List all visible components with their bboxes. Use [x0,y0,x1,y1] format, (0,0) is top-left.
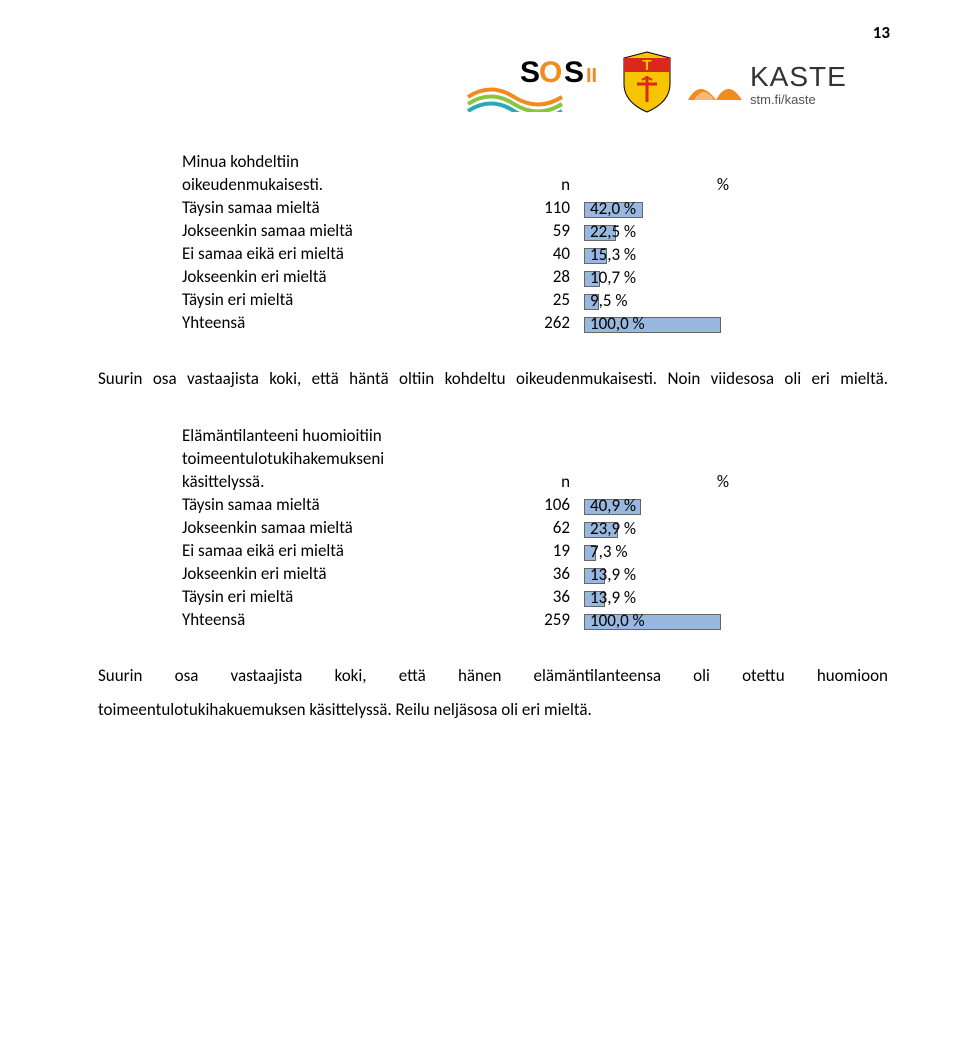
row-pct: 40,9 % [590,497,636,515]
svg-text:stm.fi/kaste: stm.fi/kaste [750,92,816,107]
page: 13 S O S II T [0,0,960,1059]
para2-line1: Suurin osa vastaajista koki, että hänen … [98,659,888,693]
row-n: 28 [496,265,574,288]
row-bar-cell: 13,9 % [574,585,733,608]
row-n: 262 [496,311,574,334]
row-n: 259 [496,608,574,631]
row-n: 19 [496,539,574,562]
table-row: Jokseenkin samaa mieltä62 23,9 % [178,516,733,539]
row-label: Täysin samaa mieltä [178,196,496,219]
row-label: Ei samaa eikä eri mieltä [178,242,496,265]
row-pct: 23,9 % [590,520,636,538]
table-row: Jokseenkin eri mieltä36 13,9 % [178,562,733,585]
row-label: Täysin samaa mieltä [178,493,496,516]
svg-text:O: O [539,56,562,89]
row-label: Jokseenkin samaa mieltä [178,516,496,539]
shield-logo: T [620,50,674,114]
row-bar-cell: 15,3 % [574,242,733,265]
row-pct: 13,9 % [590,589,636,607]
row-pct: 9,5 % [590,292,627,310]
t1-col-pct: % [574,173,733,196]
row-bar-cell: 10,7 % [574,265,733,288]
t2-title-l3: käsittelyssä. [178,470,496,493]
svg-text:KASTE: KASTE [750,61,847,92]
table-2: Elämäntilanteeni huomioitiin toimeentulo… [178,424,733,631]
row-bar-cell: 23,9 % [574,516,733,539]
paragraph-2: Suurin osa vastaajista koki, että hänen … [98,659,888,727]
t1-title-l2: oikeudenmukaisesti. [178,173,496,196]
table-row: Jokseenkin eri mieltä28 10,7 % [178,265,733,288]
row-n: 40 [496,242,574,265]
row-label: Yhteensä [178,311,496,334]
row-label: Ei samaa eikä eri mieltä [178,539,496,562]
row-pct: 7,3 % [590,543,627,561]
row-n: 36 [496,562,574,585]
row-n: 25 [496,288,574,311]
row-bar-cell: 13,9 % [574,562,733,585]
logo-strip: S O S II T KASTE stm.fi/kaste [466,50,888,114]
svg-text:S: S [564,56,584,89]
row-label: Jokseenkin eri mieltä [178,562,496,585]
row-pct: 100,0 % [590,612,645,630]
row-label: Jokseenkin eri mieltä [178,265,496,288]
t2-title-l1: Elämäntilanteeni huomioitiin [178,424,496,447]
paragraph-1: Suurin osa vastaajista koki, että häntä … [98,362,888,396]
table-row: Täysin samaa mieltä106 40,9 % [178,493,733,516]
row-label: Yhteensä [178,608,496,631]
t1-col-n: n [496,173,574,196]
row-label: Jokseenkin samaa mieltä [178,219,496,242]
row-label: Täysin eri mieltä [178,585,496,608]
svg-text:T: T [642,57,651,74]
row-pct: 42,0 % [590,200,636,218]
row-bar-cell: 22,5 % [574,219,733,242]
row-n: 36 [496,585,574,608]
row-bar-cell: 42,0 % [574,196,733,219]
kaste-logo: KASTE stm.fi/kaste [688,50,888,114]
row-bar-cell: 100,0 % [574,608,733,631]
svg-text:II: II [586,65,597,87]
table-row: Yhteensä259 100,0 % [178,608,733,631]
row-bar-cell: 7,3 % [574,539,733,562]
table-row: Täysin eri mieltä36 13,9 % [178,585,733,608]
table-row: Täysin samaa mieltä110 42,0 % [178,196,733,219]
sos-logo: S O S II [466,52,606,112]
t2-col-n: n [496,470,574,493]
row-n: 62 [496,516,574,539]
row-bar-cell: 9,5 % [574,288,733,311]
row-pct: 100,0 % [590,315,645,333]
row-pct: 10,7 % [590,269,636,287]
row-n: 59 [496,219,574,242]
table-row: Jokseenkin samaa mieltä59 22,5 % [178,219,733,242]
t1-title-l1: Minua kohdeltiin [178,150,496,173]
page-number: 13 [873,22,890,43]
table-row: Täysin eri mieltä25 9,5 % [178,288,733,311]
content: Minua kohdeltiin oikeudenmukaisesti. n %… [0,0,960,767]
table-row: Ei samaa eikä eri mieltä19 7,3 % [178,539,733,562]
row-bar-cell: 100,0 % [574,311,733,334]
row-pct: 15,3 % [590,246,636,264]
row-pct: 22,5 % [590,223,636,241]
row-pct: 13,9 % [590,566,636,584]
t2-title-l2: toimeentulotukihakemukseni [178,447,496,470]
table-row: Ei samaa eikä eri mieltä40 15,3 % [178,242,733,265]
t2-col-pct: % [574,470,733,493]
table-row: Yhteensä262 100,0 % [178,311,733,334]
row-bar-cell: 40,9 % [574,493,733,516]
row-n: 106 [496,493,574,516]
row-label: Täysin eri mieltä [178,288,496,311]
svg-text:S: S [520,56,540,89]
para2-line2: toimeentulotukihakuemuksen käsittelyssä.… [98,693,888,727]
row-n: 110 [496,196,574,219]
table-1: Minua kohdeltiin oikeudenmukaisesti. n %… [178,150,733,334]
